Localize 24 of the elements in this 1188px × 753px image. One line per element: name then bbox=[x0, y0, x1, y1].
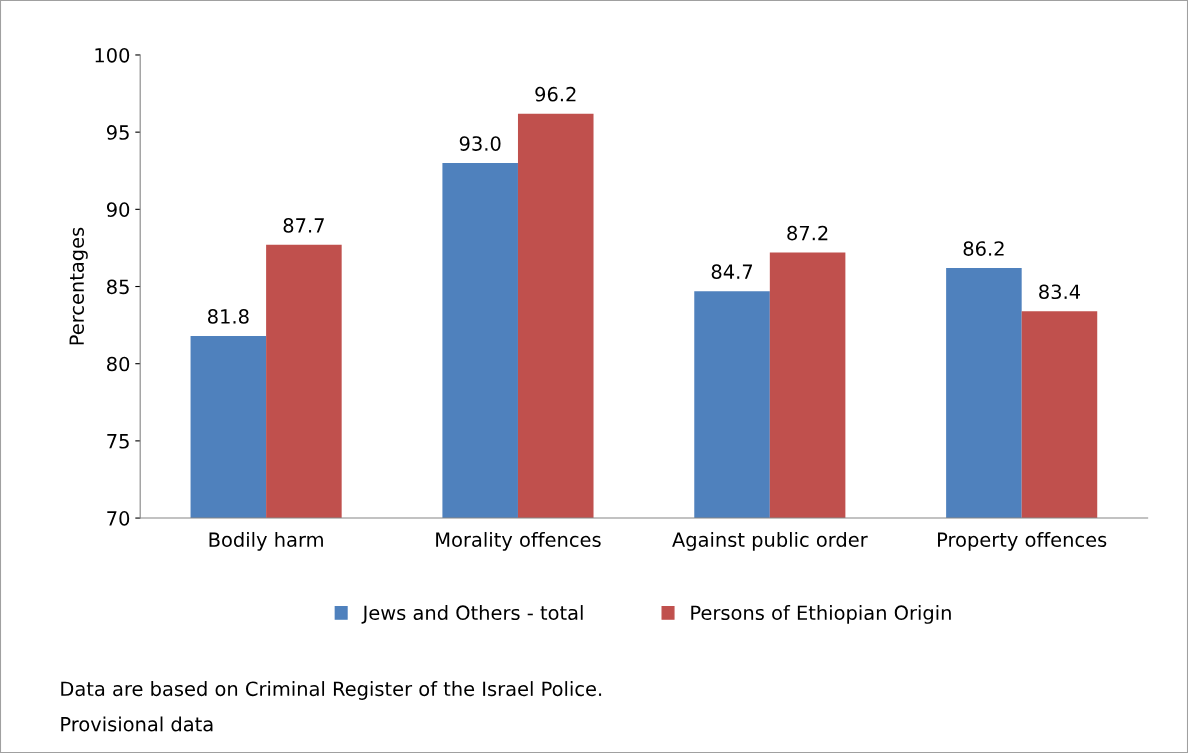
data-label: 87.2 bbox=[787, 225, 828, 241]
legend-label: Jews and Others - total bbox=[361, 605, 583, 624]
data-label: 81.8 bbox=[208, 309, 249, 324]
y-tick-label: 100 bbox=[95, 47, 130, 63]
x-tick-label: Against public order bbox=[672, 531, 868, 551]
data-label: 96.2 bbox=[535, 86, 576, 102]
y-tick-label: 70 bbox=[107, 511, 130, 526]
data-label: 83.4 bbox=[1039, 284, 1081, 300]
data-label: 93.0 bbox=[459, 136, 501, 151]
x-tick-label: Morality offences bbox=[436, 531, 601, 551]
y-tick-label: 85 bbox=[107, 279, 129, 295]
y-axis-title: Percentages bbox=[69, 227, 88, 345]
data-label: 84.7 bbox=[711, 264, 753, 280]
y-tick-label: 95 bbox=[106, 125, 129, 140]
y-tick-label: 75 bbox=[107, 434, 129, 449]
data-label: 86.2 bbox=[963, 241, 1004, 256]
data-label: 87.7 bbox=[283, 218, 324, 233]
legend-label: Persons of Ethiopian Origin bbox=[691, 605, 951, 624]
y-tick-label: 90 bbox=[106, 202, 130, 217]
y-tick-label: 80 bbox=[107, 356, 130, 372]
x-tick-label: Bodily harm bbox=[209, 531, 323, 551]
x-tick-label: Property offences bbox=[938, 531, 1107, 551]
text: Provisional data bbox=[61, 716, 213, 732]
text: Data are based on Criminal Register of the Israel Police. bbox=[61, 681, 602, 700]
